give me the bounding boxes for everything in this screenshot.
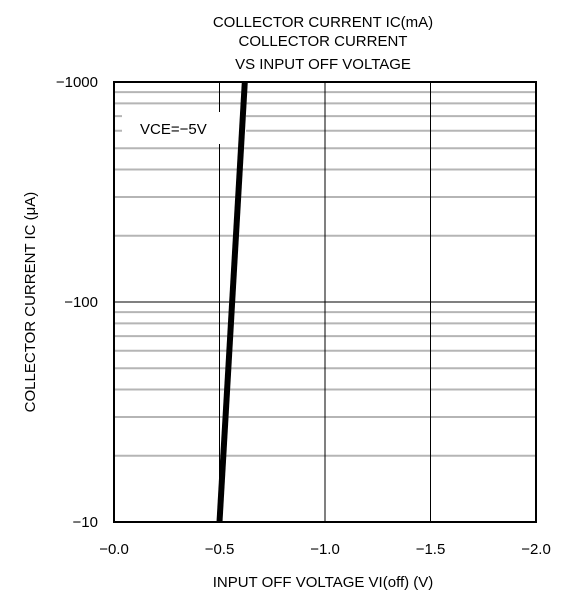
- x-tick-label: −2.0: [521, 541, 551, 558]
- y-axis-label: COLLECTOR CURRENT IC (μA): [22, 192, 39, 413]
- y-tick-labels: −10 −100 −1000: [56, 74, 98, 531]
- title-line-2: COLLECTOR CURRENT: [239, 33, 408, 50]
- x-tick-label: −1.0: [310, 541, 340, 558]
- x-tick-label: −0.5: [205, 541, 235, 558]
- title-line-3: VS INPUT OFF VOLTAGE: [235, 56, 411, 73]
- series-line: [216, 81, 248, 523]
- x-tick-label: −1.5: [416, 541, 446, 558]
- series-layer: [216, 81, 248, 523]
- y-tick-label: −1000: [56, 74, 98, 91]
- x-axis-label: INPUT OFF VOLTAGE VI(off) (V): [213, 574, 434, 591]
- y-tick-label: −100: [64, 294, 98, 311]
- plot-frame: [113, 81, 537, 523]
- chart-title: COLLECTOR CURRENT IC(mA) COLLECTOR CURRE…: [213, 14, 433, 73]
- x-tick-label: −0.0: [99, 541, 129, 558]
- annotation-background: [122, 112, 246, 144]
- title-line-1: COLLECTOR CURRENT IC(mA): [213, 14, 433, 31]
- x-tick-labels: −0.0 −0.5 −1.0 −1.5 −2.0: [99, 541, 551, 558]
- annotation-vce: VCE=−5V: [140, 121, 207, 138]
- y-tick-label: −10: [73, 514, 98, 531]
